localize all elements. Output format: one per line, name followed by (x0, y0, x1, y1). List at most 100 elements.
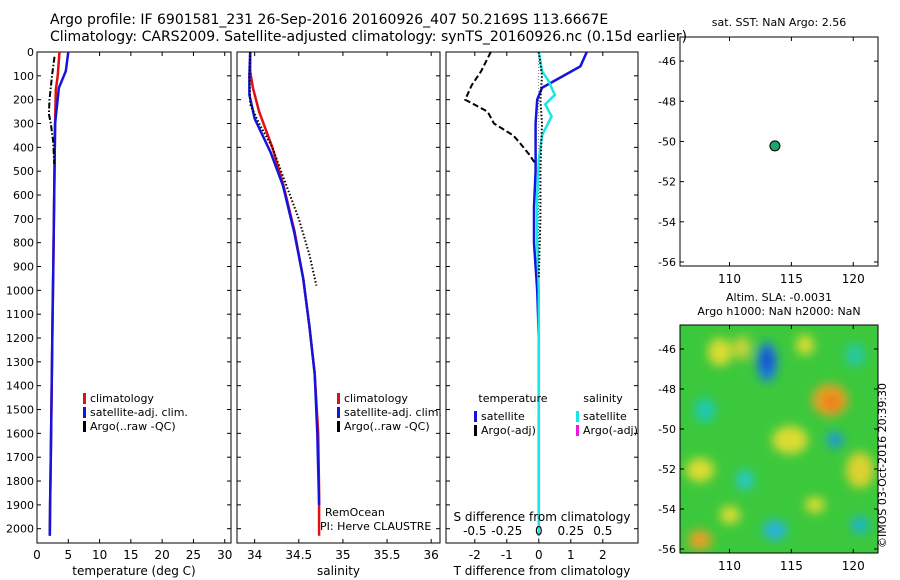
legend-header: salinity (583, 392, 623, 405)
legend-label: satellite-adj. clim. (90, 406, 188, 419)
legend-label: satellite-adj. clim. (344, 406, 442, 419)
x-tick-label: -2 (469, 548, 481, 562)
x-tick-label: 36 (424, 548, 439, 562)
x-tick-label: 25 (186, 548, 201, 562)
y-tick-label: 1500 (6, 404, 34, 417)
sla-high-blob (846, 452, 874, 488)
series-line-salinity (248, 52, 321, 536)
x-tick-label: 10 (92, 548, 107, 562)
y-tick-label: 2000 (6, 523, 34, 536)
sla-high-blob (772, 426, 808, 454)
y-tick-label: -54 (658, 216, 676, 229)
sla-low-blob (762, 350, 772, 370)
legend-label: satellite (583, 410, 627, 423)
axes-frame-sst_map (679, 36, 879, 267)
map-title: Argo h1000: NaN h2000: NaN (697, 305, 860, 318)
axes-frame-sla_map (679, 324, 879, 554)
series-line-temperature (47, 56, 56, 165)
series-line-salinity (248, 51, 318, 286)
x-tick-label: 34.5 (285, 548, 312, 562)
x-tick-label: -1 (501, 548, 513, 562)
sla-low-blob (695, 398, 715, 422)
y-tick-label: 900 (13, 261, 34, 274)
series-line-difference (463, 51, 537, 165)
y-tick-label: -56 (658, 543, 676, 556)
axes-frame-temperature (36, 51, 232, 544)
y-tick-label: 1200 (6, 332, 34, 345)
x2-tick-label: -0.5 (463, 524, 486, 538)
sla-high-blob (824, 394, 840, 410)
sla-high-blob (720, 506, 740, 524)
y-tick-label: 1000 (6, 284, 34, 297)
y-tick-label: -48 (658, 383, 676, 396)
x-tick-label: 15 (123, 548, 138, 562)
sla-low-blob (763, 520, 787, 540)
x-tick-label: 115 (780, 559, 803, 573)
legend-swatch (576, 425, 579, 436)
x-tick-label: 1 (567, 548, 575, 562)
y-tick-label: 0 (27, 46, 34, 59)
x-tick-label: 110 (718, 559, 741, 573)
axes-frame-difference (445, 51, 639, 544)
y-tick-label: 500 (13, 165, 34, 178)
series-line-difference (532, 51, 588, 536)
y-tick-label: 1900 (6, 499, 34, 512)
sla-low-blob (736, 470, 754, 490)
x-tick-label: 2 (599, 548, 607, 562)
sla-high-blob (686, 458, 714, 482)
x-axis-label: salinity (317, 564, 360, 578)
x2-tick-label: 0.25 (557, 524, 584, 538)
y-tick-label: 400 (13, 141, 34, 154)
legend-swatch (83, 407, 86, 418)
x-tick-label: 110 (718, 272, 741, 286)
sla-high-blob (805, 497, 825, 513)
y-tick-label: 1600 (6, 427, 34, 440)
x2-tick-label: -0.25 (491, 524, 522, 538)
x-tick-label: 30 (217, 548, 232, 562)
series-line-temperature (48, 51, 70, 536)
figure-title-line1: Argo profile: IF 6901581_231 26-Sep-2016… (50, 12, 609, 28)
x-axis-label: temperature (deg C) (72, 564, 195, 578)
annotation-pi: PI: Herve CLAUSTRE (320, 520, 431, 533)
x-tick-label: 120 (842, 272, 865, 286)
legend-swatch (337, 421, 340, 432)
marks-layer (47, 51, 781, 536)
x-tick-label: 115 (780, 272, 803, 286)
legend-label: Argo(-adj) (481, 424, 536, 437)
sla-low-blob (851, 516, 869, 534)
legend-swatch (83, 393, 86, 404)
legend-label: Argo(-adj) (583, 424, 638, 437)
legend-label: Argo(..raw -QC) (344, 420, 430, 433)
y-tick-label: 300 (13, 118, 34, 131)
sla-high-blob (733, 336, 751, 360)
y-tick-label: 1400 (6, 380, 34, 393)
sla-high-blob (688, 530, 712, 550)
y-tick-label: 1800 (6, 475, 34, 488)
x-tick-label: 0 (33, 548, 41, 562)
legend-label: climatology (344, 392, 408, 405)
x-tick-label: 35.5 (374, 548, 401, 562)
legend-swatch (576, 411, 579, 422)
sla-heatmap (680, 325, 878, 553)
sla-low-blob (827, 432, 843, 448)
y-tick-label: 600 (13, 189, 34, 202)
y-tick-label: 200 (13, 94, 34, 107)
legend-swatch (474, 411, 477, 422)
x-tick-label: 35 (335, 548, 350, 562)
y-tick-label: -56 (658, 256, 676, 269)
x2-tick-label: 0.5 (593, 524, 612, 538)
y-tick-label: 1700 (6, 451, 34, 464)
x-tick-label: 0 (535, 548, 543, 562)
axes-frame-salinity (236, 51, 441, 544)
legend-swatch (337, 393, 340, 404)
x-tick-label: 5 (64, 548, 72, 562)
y-tick-label: -46 (658, 55, 676, 68)
figure-title-line2: Climatology: CARS2009. Satellite-adjuste… (50, 29, 688, 45)
y-tick-label: 700 (13, 213, 34, 226)
y-tick-label: -52 (658, 463, 676, 476)
legend-header: temperature (478, 392, 547, 405)
x-tick-label: 20 (155, 548, 170, 562)
y-tick-label: 1300 (6, 356, 34, 369)
y-tick-label: -46 (658, 343, 676, 356)
x2-tick-label: 0 (535, 524, 543, 538)
